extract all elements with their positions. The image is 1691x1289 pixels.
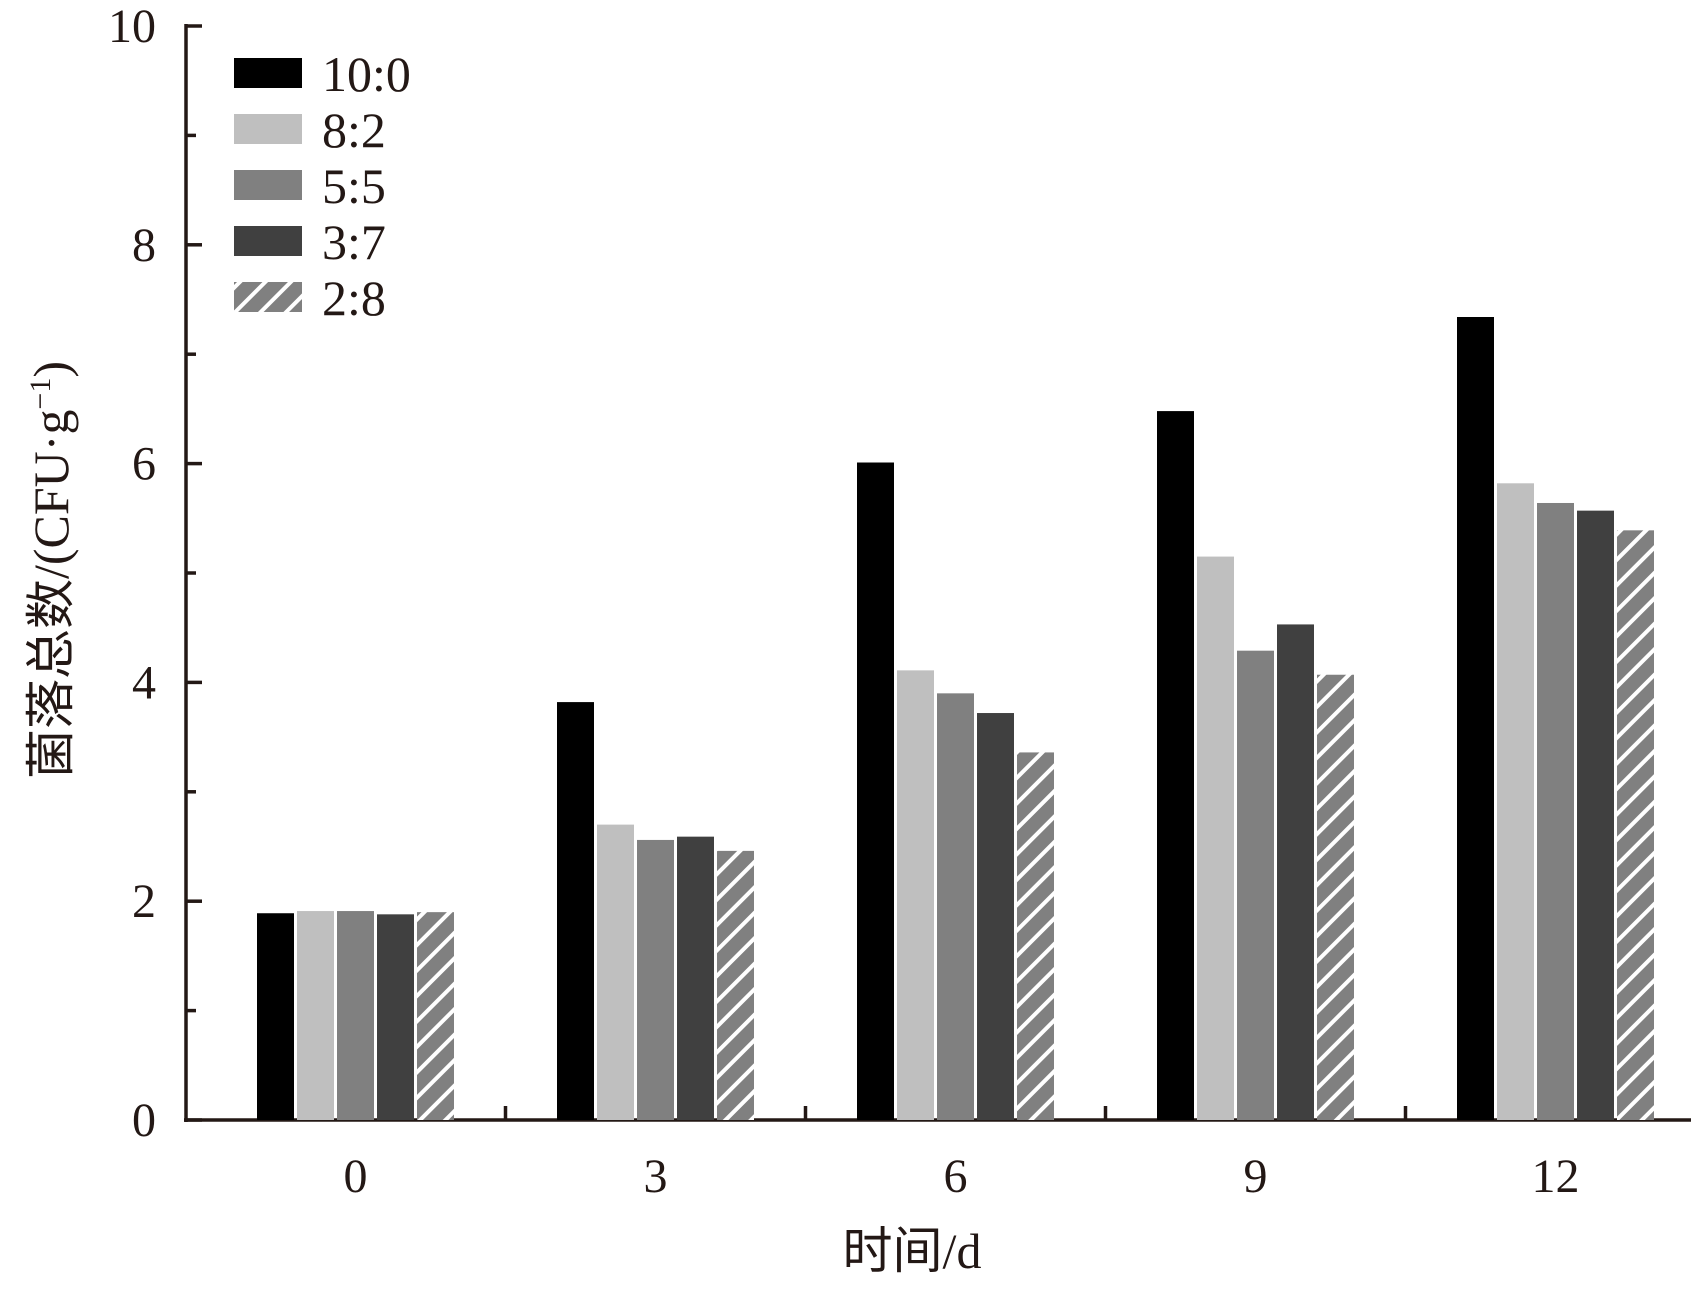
bar bbox=[1617, 530, 1654, 1120]
legend: 10:08:25:53:72:8 bbox=[234, 46, 411, 326]
bar bbox=[677, 836, 714, 1120]
bar bbox=[1017, 752, 1054, 1120]
bar bbox=[637, 839, 674, 1120]
bar bbox=[257, 913, 294, 1120]
y-tick-label: 10 bbox=[108, 0, 156, 53]
bar bbox=[977, 713, 1014, 1120]
y-tick-label: 8 bbox=[132, 219, 156, 272]
x-tick-label: 9 bbox=[1244, 1150, 1268, 1203]
bar bbox=[337, 911, 374, 1120]
bar bbox=[1317, 674, 1354, 1120]
legend-label: 8:2 bbox=[322, 102, 386, 158]
legend-swatch bbox=[234, 226, 302, 256]
x-axis-title: 时间/d bbox=[843, 1223, 982, 1279]
legend-swatch bbox=[234, 114, 302, 144]
y-axis-ticks: 0 2 4 6 8 10 bbox=[108, 0, 202, 1147]
bar bbox=[1237, 650, 1274, 1120]
y-axis-title-sup: −1 bbox=[24, 378, 57, 410]
y-tick-label: 4 bbox=[132, 656, 156, 709]
legend-label: 3:7 bbox=[322, 214, 386, 270]
bars bbox=[257, 317, 1654, 1121]
y-axis-title-main: 菌落总数/(CFU·g bbox=[23, 410, 79, 779]
bar bbox=[1497, 483, 1534, 1120]
y-tick-label: 6 bbox=[132, 438, 156, 491]
bar bbox=[1537, 502, 1574, 1120]
x-tick-label: 12 bbox=[1532, 1150, 1580, 1203]
y-axis-title-close: ) bbox=[23, 361, 79, 378]
bar bbox=[897, 670, 934, 1120]
legend-label: 5:5 bbox=[322, 158, 386, 214]
bar bbox=[1277, 624, 1314, 1120]
x-tick-label: 0 bbox=[344, 1150, 368, 1203]
legend-swatch bbox=[234, 58, 302, 88]
bar bbox=[937, 693, 974, 1120]
bar bbox=[417, 912, 454, 1120]
bar bbox=[297, 911, 334, 1120]
bar bbox=[857, 462, 894, 1121]
y-tick-label: 2 bbox=[132, 875, 156, 928]
bar bbox=[1197, 556, 1234, 1120]
x-axis-ticks: 0 3 6 9 12 bbox=[344, 1106, 1580, 1203]
legend-swatch bbox=[234, 170, 302, 200]
legend-label: 10:0 bbox=[322, 46, 411, 102]
x-tick-label: 6 bbox=[944, 1150, 968, 1203]
bar bbox=[557, 702, 594, 1120]
legend-swatch bbox=[234, 282, 302, 312]
y-tick-label: 0 bbox=[132, 1094, 156, 1147]
bar bbox=[717, 850, 754, 1120]
bar bbox=[1157, 411, 1194, 1120]
bar bbox=[1577, 510, 1614, 1121]
y-axis-title: 菌落总数/(CFU·g−1) bbox=[23, 361, 79, 779]
bar bbox=[597, 824, 634, 1120]
legend-label: 2:8 bbox=[322, 270, 386, 326]
bar bbox=[377, 914, 414, 1120]
x-tick-label: 3 bbox=[644, 1150, 668, 1203]
bar bbox=[1457, 317, 1494, 1120]
